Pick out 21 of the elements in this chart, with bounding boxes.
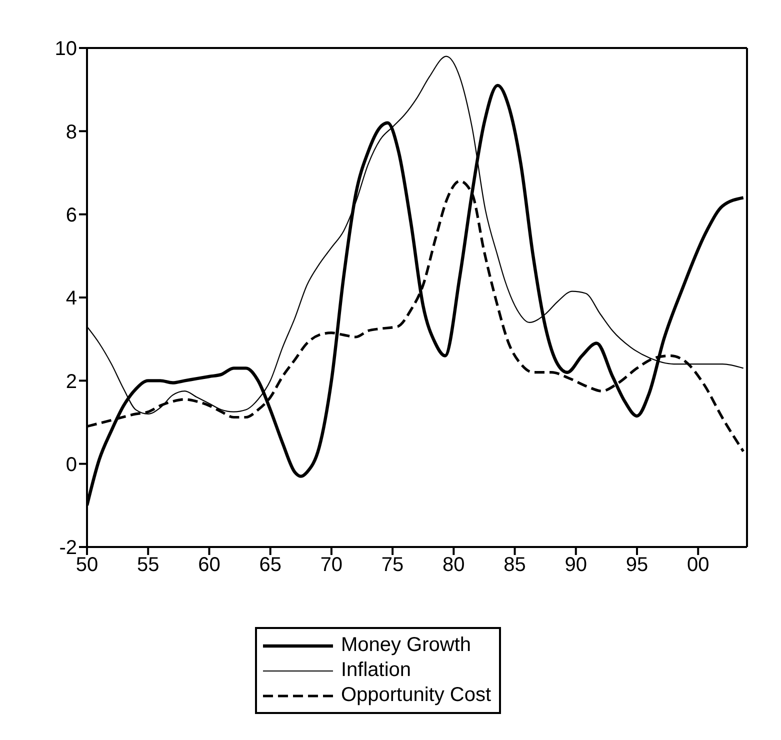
y-tick-label: 8 [66, 121, 77, 144]
legend-label: Inflation [340, 659, 412, 682]
legend-label: Opportunity Cost [340, 684, 492, 707]
y-tick-label: -2 [59, 537, 77, 560]
x-tick-label: 70 [320, 554, 343, 576]
x-tick-label: 50 [76, 554, 98, 576]
x-tick-label: 75 [381, 554, 404, 576]
y-tick-label: 0 [66, 454, 77, 476]
x-tick-label: 65 [259, 554, 282, 576]
legend-label: Money Growth [340, 634, 472, 657]
y-tick-label: 2 [66, 370, 77, 393]
x-tick-label: 90 [564, 554, 588, 576]
x-tick-label: 00 [686, 554, 710, 576]
y-tick-label: 10 [54, 38, 77, 60]
x-tick-label: 55 [136, 554, 160, 576]
x-tick-label: 80 [442, 554, 465, 576]
y-tick-label: 4 [66, 288, 77, 310]
x-tick-label: 60 [198, 554, 220, 576]
x-tick-label: 95 [626, 554, 648, 576]
x-tick-label: 85 [504, 554, 526, 576]
y-tick-label: 6 [66, 204, 77, 226]
